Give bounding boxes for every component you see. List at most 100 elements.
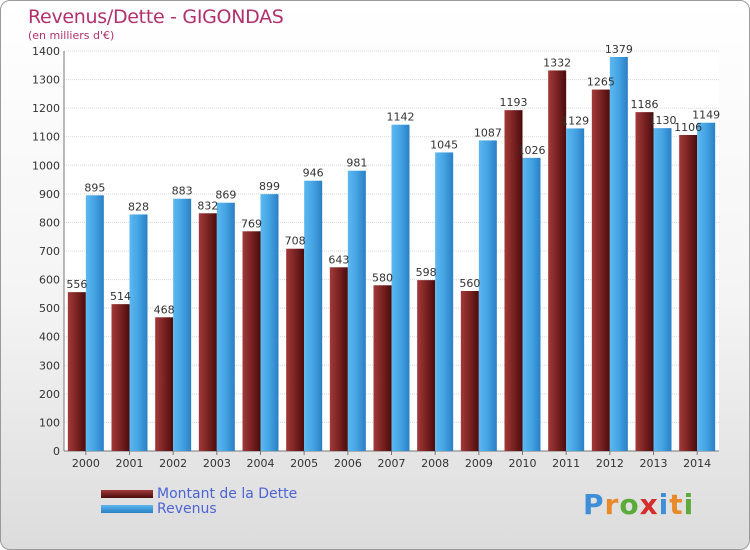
bar-revenus bbox=[391, 124, 410, 451]
bar-revenus bbox=[697, 122, 716, 451]
bar-dette bbox=[155, 317, 174, 451]
bar-revenus bbox=[216, 202, 235, 451]
data-label: 1026 bbox=[518, 144, 546, 157]
x-tick-label: 2011 bbox=[552, 457, 580, 470]
x-tick-label: 2013 bbox=[640, 457, 668, 470]
x-tick-label: 2004 bbox=[247, 457, 275, 470]
data-label: 899 bbox=[259, 180, 280, 193]
y-tick-label: 1000 bbox=[32, 159, 60, 172]
data-label: 560 bbox=[459, 277, 480, 290]
bar-dette bbox=[373, 285, 392, 451]
bar-revenus bbox=[609, 57, 628, 451]
y-tick-label: 600 bbox=[39, 274, 60, 287]
x-tick-label: 2003 bbox=[203, 457, 231, 470]
data-label: 514 bbox=[110, 290, 131, 303]
bar-dette bbox=[548, 70, 567, 451]
data-label: 1129 bbox=[561, 114, 589, 127]
data-label: 580 bbox=[372, 271, 393, 284]
legend-swatch-dette bbox=[101, 489, 153, 498]
y-tick-label: 1200 bbox=[32, 102, 60, 115]
bar-dette bbox=[417, 280, 436, 451]
data-label: 1186 bbox=[631, 98, 659, 111]
data-label: 556 bbox=[66, 278, 87, 291]
data-label: 946 bbox=[303, 167, 324, 180]
bar-dette bbox=[591, 89, 610, 452]
x-tick-label: 2008 bbox=[421, 457, 449, 470]
x-tick-label: 2005 bbox=[290, 457, 318, 470]
legend-item-revenus: Revenus bbox=[101, 500, 297, 517]
bar-revenus bbox=[85, 195, 104, 451]
legend: Montant de la Dette Revenus bbox=[101, 485, 298, 517]
data-label: 1087 bbox=[474, 126, 502, 139]
bar-dette bbox=[679, 135, 698, 451]
y-tick-label: 0 bbox=[53, 445, 60, 458]
y-tick-label: 800 bbox=[39, 216, 60, 229]
data-label: 708 bbox=[285, 235, 306, 248]
chart-subtitle: (en milliers d'€) bbox=[28, 29, 115, 42]
y-tick-label: 700 bbox=[39, 245, 60, 258]
bar-revenus bbox=[173, 198, 192, 451]
data-label: 1130 bbox=[649, 114, 677, 127]
data-label: 1106 bbox=[674, 121, 702, 134]
legend-item-dette: Montant de la Dette bbox=[101, 485, 298, 502]
x-tick-label: 2001 bbox=[116, 457, 144, 470]
data-label: 1379 bbox=[605, 43, 633, 56]
y-tick-label: 300 bbox=[39, 359, 60, 372]
bar-revenus bbox=[653, 128, 672, 451]
data-label: 883 bbox=[172, 185, 193, 198]
y-tick-label: 1400 bbox=[32, 45, 60, 58]
data-label: 832 bbox=[197, 199, 218, 212]
y-tick-label: 1100 bbox=[32, 131, 60, 144]
data-label: 869 bbox=[215, 189, 236, 202]
bar-dette bbox=[242, 231, 261, 451]
data-label: 769 bbox=[241, 217, 262, 230]
bar-revenus bbox=[478, 140, 497, 451]
data-label: 981 bbox=[346, 157, 367, 170]
data-label: 895 bbox=[84, 181, 105, 194]
bar-dette bbox=[504, 110, 523, 452]
data-label: 828 bbox=[128, 200, 149, 213]
bar-dette bbox=[329, 267, 348, 451]
bar-dette bbox=[111, 304, 130, 451]
x-tick-label: 2012 bbox=[596, 457, 624, 470]
bar-revenus bbox=[435, 152, 454, 451]
data-label: 598 bbox=[416, 266, 437, 279]
bar-revenus bbox=[129, 214, 148, 451]
bar-revenus bbox=[347, 170, 366, 451]
bar-dette bbox=[198, 213, 217, 451]
labels: 0 100 200 300 400 500 600 700 800 900 1000 1100 1200… bbox=[32, 43, 720, 470]
bar-dette bbox=[460, 291, 479, 451]
data-label: 643 bbox=[328, 253, 349, 266]
y-tick-label: 1300 bbox=[32, 74, 60, 87]
y-tick-label: 200 bbox=[39, 388, 60, 401]
y-tick-label: 500 bbox=[39, 302, 60, 315]
legend-label-revenus: Revenus bbox=[157, 500, 217, 517]
x-tick-label: 2007 bbox=[378, 457, 406, 470]
legend-label-dette: Montant de la Dette bbox=[157, 485, 298, 502]
data-label: 1332 bbox=[543, 56, 571, 69]
bar-revenus bbox=[304, 180, 323, 451]
data-label: 468 bbox=[154, 303, 175, 316]
x-tick-label: 2002 bbox=[159, 457, 187, 470]
data-label: 1142 bbox=[387, 111, 415, 124]
bar-dette bbox=[67, 292, 86, 451]
y-tick-label: 100 bbox=[39, 416, 60, 429]
bar-dette bbox=[635, 112, 654, 452]
proxiti-logo: Proxiti bbox=[583, 488, 695, 521]
chart-title: Revenus/Dette - GIGONDAS bbox=[28, 6, 284, 28]
bars bbox=[67, 57, 716, 452]
y-tick-label: 900 bbox=[39, 188, 60, 201]
x-tick-label: 2009 bbox=[465, 457, 493, 470]
data-label: 1265 bbox=[587, 76, 615, 89]
bar-revenus bbox=[522, 157, 541, 451]
bar-revenus bbox=[260, 194, 279, 451]
y-tick-label: 400 bbox=[39, 331, 60, 344]
data-label: 1045 bbox=[430, 138, 458, 151]
x-tick-label: 2000 bbox=[72, 457, 100, 470]
data-label: 1193 bbox=[500, 96, 528, 109]
data-label: 1149 bbox=[692, 109, 720, 122]
legend-swatch-revenus bbox=[101, 504, 153, 513]
x-tick-label: 2010 bbox=[509, 457, 537, 470]
